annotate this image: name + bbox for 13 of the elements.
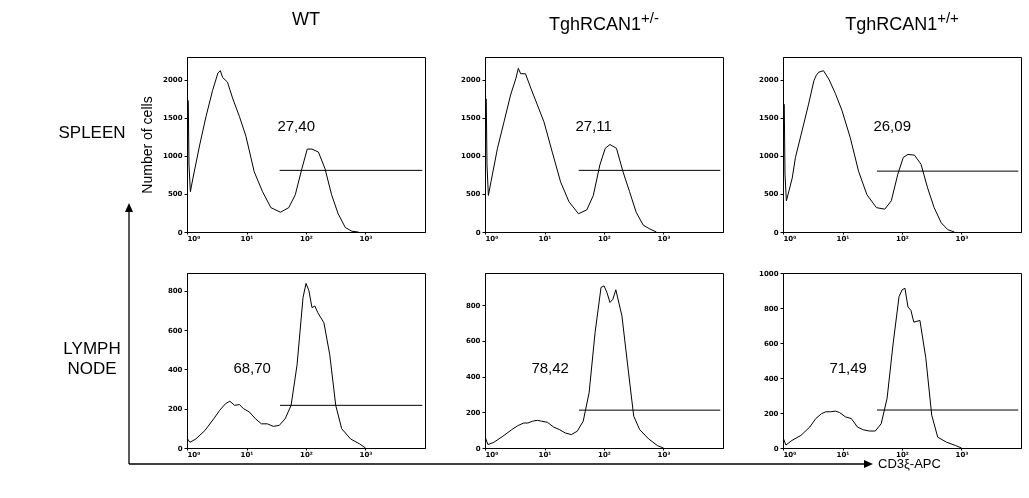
x-axis-title: CD3ξ-APC [878,456,941,471]
text: SPLEEN [57,122,127,143]
annotation: 78,42 [531,359,569,377]
annotation: 27,11 [575,117,612,134]
annotation: 71,49 [829,359,867,377]
annotation: 26,09 [873,117,911,134]
chart-title: TghRCAN1$^{+/-}$ [548,9,660,35]
annotation: 68,70 [233,359,271,377]
chart-title: WT [291,9,321,30]
annotation: 27,40 [277,117,315,134]
text: LYMPH NODE [62,338,122,379]
y-axis-title: Number of cells [139,96,156,194]
chart-title: TghRCAN1$^{+/+}$ [844,9,960,35]
